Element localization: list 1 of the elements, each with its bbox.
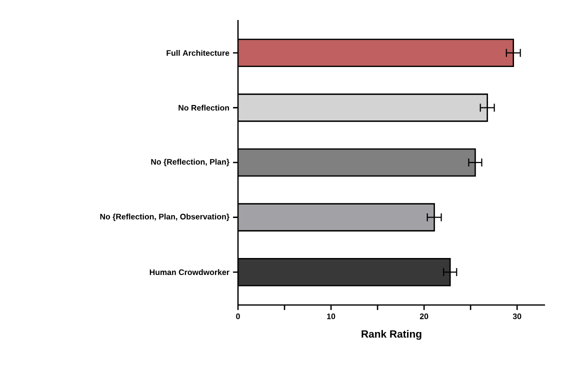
x-axis-title: Rank Rating (362, 330, 422, 340)
